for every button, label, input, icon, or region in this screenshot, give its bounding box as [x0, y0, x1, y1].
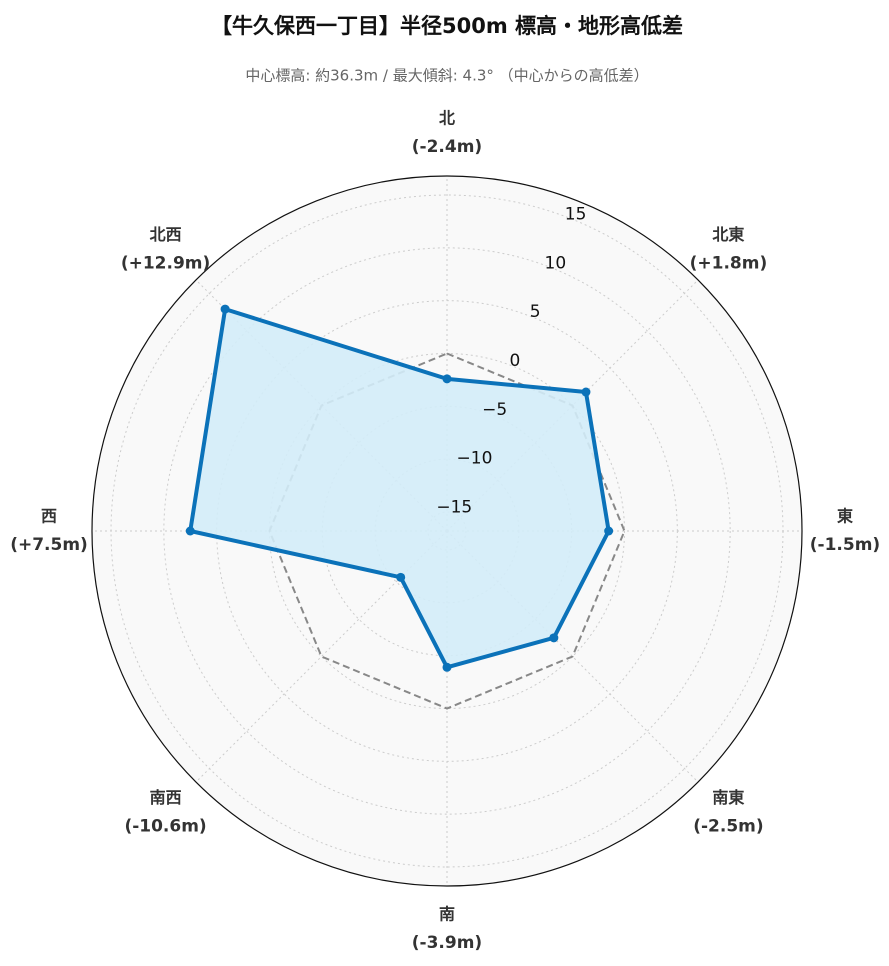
category-label: 北 — [439, 109, 455, 128]
point — [442, 662, 452, 672]
r-tick-label: −15 — [436, 497, 472, 517]
value-label: (-3.9m) — [412, 933, 482, 953]
point — [220, 304, 230, 314]
point — [604, 526, 614, 536]
category-label: 南東 — [712, 788, 744, 807]
chart-subtitle: 中心標高: 約36.3m / 最大傾斜: 4.3° （中心からの高低差） — [245, 67, 648, 85]
r-tick-label: 15 — [565, 205, 587, 225]
value-label: (-1.5m) — [810, 535, 880, 555]
spoke — [195, 530, 448, 783]
area — [190, 309, 609, 668]
r-tick-label: 0 — [510, 351, 521, 371]
spoke — [446, 530, 699, 783]
r-tick-label: −10 — [457, 449, 493, 469]
value-label: (-2.4m) — [412, 137, 482, 157]
category-label: 西 — [41, 507, 57, 526]
point — [442, 374, 452, 384]
grid-circle — [163, 247, 731, 815]
point — [549, 633, 559, 643]
r-tick-label: 5 — [530, 302, 541, 322]
category-label: 南 — [439, 905, 455, 924]
category-label: 東 — [837, 507, 853, 526]
value-label: (+12.9m) — [121, 254, 210, 274]
point — [581, 387, 591, 397]
r-tick-label: 10 — [545, 253, 567, 273]
point — [396, 572, 406, 582]
value-label: (+7.5m) — [10, 535, 88, 555]
category-label: 北西 — [150, 225, 182, 244]
value-label: (+1.8m) — [690, 254, 768, 274]
value-label: (-2.5m) — [693, 816, 763, 836]
r-tick-label: −5 — [482, 400, 507, 420]
spoke — [446, 279, 699, 532]
category-label: 南西 — [150, 788, 182, 807]
category-label: 北東 — [712, 225, 744, 244]
chart-title: 【牛久保西一丁目】半径500m 標高・地形高低差 — [211, 14, 683, 38]
point — [185, 526, 195, 536]
outer-circle — [91, 175, 803, 887]
value-label: (-10.6m) — [124, 816, 206, 836]
